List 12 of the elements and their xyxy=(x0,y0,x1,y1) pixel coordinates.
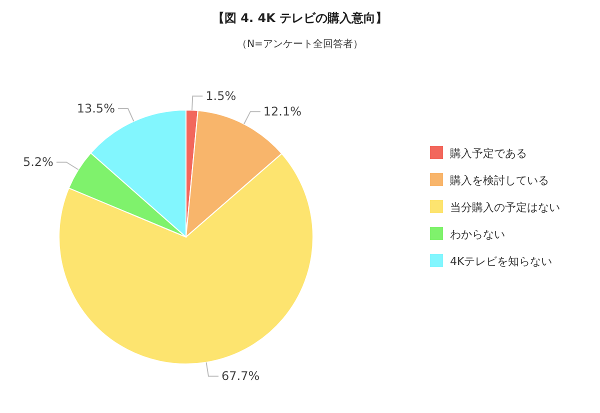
data-label: 67.7% xyxy=(221,369,260,384)
data-label: 5.2% xyxy=(22,155,54,170)
data-label: 13.5% xyxy=(76,101,115,116)
legend-label: 4Kテレビを知らない xyxy=(450,255,552,268)
data-label: 1.5% xyxy=(206,89,236,104)
legend-label: 当分購入の予定はない xyxy=(450,201,560,214)
legend-label: わからない xyxy=(450,228,505,241)
data-label: 12.1% xyxy=(263,104,302,119)
legend-label: 購入を検討している xyxy=(450,174,549,187)
legend-label: 購入予定である xyxy=(450,147,527,160)
chart-subtitle: （N=アンケート全回答者） xyxy=(237,38,363,50)
chart-title: 【図 4. 4K テレビの購入意向】 xyxy=(212,11,388,25)
